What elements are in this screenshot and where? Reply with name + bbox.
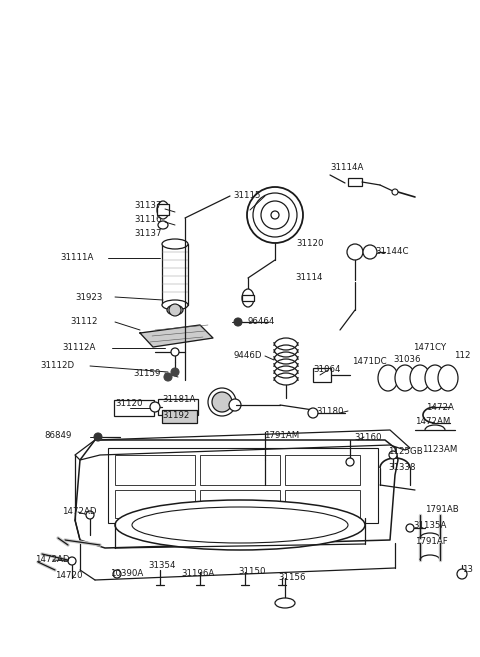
Bar [200,455,280,485]
Ellipse shape [162,239,188,249]
Ellipse shape [347,244,363,260]
Bar [200,490,280,518]
Text: 31159: 31159 [133,369,160,378]
Bar [158,399,198,415]
Text: 13: 13 [462,566,473,574]
Bar [115,455,195,485]
Text: 31181A: 31181A [162,396,195,405]
Text: 1791AB: 1791AB [425,505,459,514]
Ellipse shape [158,221,168,229]
Bar [242,295,254,301]
Text: 31923: 31923 [75,292,102,302]
Text: 31338: 31338 [388,463,416,472]
Text: 1471DC: 1471DC [352,357,386,367]
Text: 31112A: 31112A [62,344,96,353]
Text: 31196A: 31196A [181,570,214,579]
Ellipse shape [167,305,183,315]
Text: 1791AM: 1791AM [264,430,299,440]
Text: 31144C: 31144C [375,246,408,256]
Text: 31160: 31160 [354,432,382,442]
Ellipse shape [212,392,232,412]
Circle shape [86,511,94,519]
Text: 31192: 31192 [162,411,190,420]
Ellipse shape [275,598,295,608]
Polygon shape [140,325,213,347]
Circle shape [346,458,354,466]
Bar [157,204,169,215]
Text: 14720: 14720 [55,570,83,579]
Text: 31112: 31112 [70,317,97,327]
Ellipse shape [378,365,398,391]
Ellipse shape [208,388,236,416]
Text: 10390A: 10390A [110,570,143,579]
Bar [285,455,360,485]
Text: 31111A: 31111A [60,254,94,263]
Circle shape [169,304,181,316]
Text: 9446D: 9446D [233,351,262,361]
Bar [162,244,188,305]
Text: 1125GB: 1125GB [388,447,423,457]
Text: 1472AM: 1472AM [415,417,450,426]
Ellipse shape [438,365,458,391]
Ellipse shape [395,365,415,391]
Circle shape [457,569,467,579]
Ellipse shape [242,289,254,307]
Text: 31137: 31137 [134,229,161,237]
Text: 31120: 31120 [115,399,143,407]
Text: 31135A: 31135A [413,522,446,530]
Text: 31112D: 31112D [40,361,74,371]
Circle shape [271,211,279,219]
Ellipse shape [162,300,188,310]
Circle shape [113,570,121,578]
Bar [285,490,360,518]
Circle shape [171,348,179,356]
Circle shape [150,402,160,412]
Ellipse shape [363,245,377,259]
Ellipse shape [115,500,365,550]
Text: 31115: 31115 [233,191,261,200]
Ellipse shape [157,201,169,219]
Text: 31120: 31120 [296,238,324,248]
Ellipse shape [410,365,430,391]
Bar [114,400,154,416]
Text: 1472A: 1472A [426,403,454,413]
Text: 31036: 31036 [393,355,420,365]
Text: 1791AF: 1791AF [415,537,448,545]
Text: 31354: 31354 [148,560,176,570]
Circle shape [68,557,76,565]
Circle shape [389,451,397,459]
Text: 1472AD: 1472AD [62,507,96,516]
Circle shape [406,524,414,532]
Text: 31114: 31114 [295,273,323,283]
Text: 31116: 31116 [134,215,161,225]
Bar [115,490,195,518]
Bar [313,368,331,382]
Text: 1472AD: 1472AD [35,556,70,564]
Text: 112: 112 [454,350,470,359]
Circle shape [94,433,102,441]
Text: 31137: 31137 [134,200,161,210]
Bar [108,448,378,523]
Text: 1471CY: 1471CY [413,344,446,353]
Text: 31180: 31180 [316,407,344,415]
Text: 31156: 31156 [278,574,305,583]
Text: 31064: 31064 [313,365,340,374]
Ellipse shape [229,399,241,411]
Text: 96464: 96464 [248,317,276,327]
Text: 31150: 31150 [238,566,265,576]
Bar [162,410,197,423]
Ellipse shape [425,365,445,391]
Circle shape [234,318,242,326]
Circle shape [171,368,179,376]
Text: 86849: 86849 [44,430,72,440]
Text: 1123AM: 1123AM [422,445,457,453]
Circle shape [164,373,172,381]
Circle shape [308,408,318,418]
Circle shape [392,189,398,195]
Bar [348,178,362,186]
Text: 31114A: 31114A [330,164,363,173]
